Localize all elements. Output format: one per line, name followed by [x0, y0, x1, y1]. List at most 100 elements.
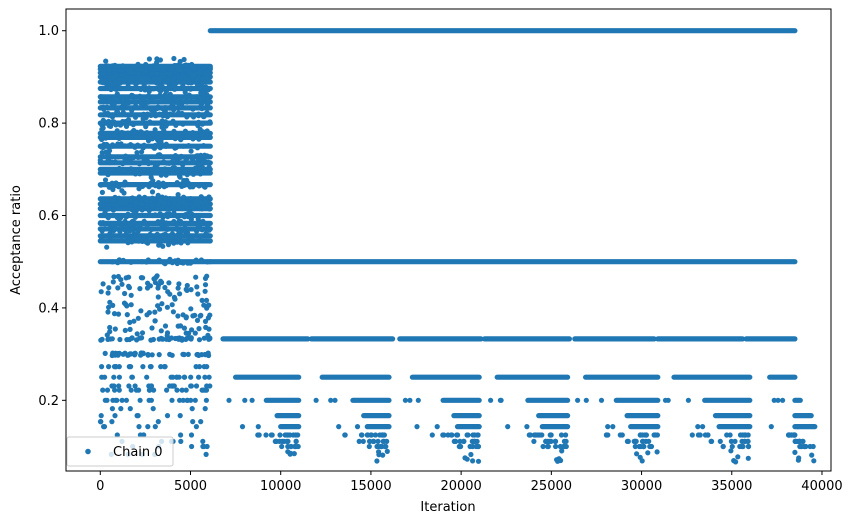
data-point: [109, 159, 115, 165]
data-point: [647, 443, 653, 450]
data-point: [170, 170, 176, 176]
data-point: [144, 374, 150, 380]
data-point: [122, 101, 128, 107]
plot-frame: [65, 8, 832, 472]
data-point: [199, 387, 205, 393]
data-point: [732, 438, 738, 444]
data-point: [147, 364, 153, 370]
data-point: [255, 424, 261, 430]
data-point: [553, 443, 559, 450]
data-point: [189, 406, 195, 412]
data-point: [200, 443, 206, 450]
data-point: [118, 68, 124, 74]
data-point: [293, 443, 299, 450]
data-point: [159, 218, 165, 224]
data-point: [263, 432, 269, 438]
data-point: [796, 438, 803, 444]
data-point: [140, 364, 146, 370]
data-point: [544, 438, 551, 444]
data-point: [188, 432, 195, 438]
data-point: [105, 290, 111, 296]
data-point: [205, 350, 211, 356]
data-point: [169, 234, 175, 240]
data-point: [110, 207, 116, 213]
data-point: [148, 65, 154, 71]
data-point: [720, 443, 726, 450]
data-point: [448, 432, 454, 438]
data-point: [190, 171, 196, 177]
data-point: [148, 383, 154, 389]
data-point: [122, 179, 128, 185]
y-tick-label: 0.2: [38, 394, 59, 409]
data-point: [414, 424, 420, 430]
data-point: [199, 297, 205, 303]
data-point: [700, 424, 706, 430]
data-point: [367, 438, 373, 444]
data-point: [164, 332, 170, 339]
data-point: [359, 432, 365, 438]
data-point: [102, 350, 108, 356]
data-point: [113, 122, 119, 128]
data-point: [188, 235, 194, 241]
data-point: [204, 128, 210, 134]
data-point: [181, 325, 187, 331]
data-point: [171, 218, 177, 225]
data-point: [177, 58, 183, 65]
data-point: [190, 130, 196, 136]
data-point: [368, 432, 375, 438]
data-point: [185, 335, 191, 341]
data-point: [544, 443, 551, 450]
data-point: [154, 167, 160, 173]
data-point: [134, 80, 140, 86]
data-point: [185, 351, 191, 357]
data-point: [249, 397, 255, 403]
data-point: [795, 424, 801, 430]
data-point: [256, 432, 262, 438]
data-point: [138, 308, 144, 314]
data-point: [164, 304, 170, 310]
data-point: [381, 432, 387, 438]
data-point: [175, 313, 181, 319]
data-point: [199, 131, 205, 137]
data-point: [239, 424, 246, 430]
data-point: [175, 110, 182, 116]
data-point: [194, 284, 200, 290]
data-point: [180, 72, 186, 79]
data-point: [468, 451, 474, 458]
data-point: [103, 58, 109, 64]
data-point: [640, 438, 646, 444]
data-point: [149, 195, 155, 201]
data-point: [172, 296, 178, 302]
data-point: [107, 324, 113, 331]
data-point: [100, 79, 106, 86]
data-point: [143, 221, 149, 227]
data-point: [645, 450, 651, 456]
data-point: [124, 197, 130, 203]
data-point: [553, 438, 559, 444]
data-point: [180, 143, 186, 149]
data-point: [139, 67, 145, 73]
data-point: [115, 154, 121, 160]
y-tick-label: 0.8: [38, 117, 59, 132]
data-point: [102, 210, 108, 216]
data-point: [207, 238, 213, 244]
data-point: [113, 364, 119, 370]
data-point: [144, 312, 150, 318]
data-point: [131, 318, 137, 324]
data-point: [130, 227, 136, 234]
data-point: [107, 80, 113, 86]
data-point: [106, 304, 112, 310]
data-point: [780, 397, 786, 403]
data-point: [652, 432, 659, 438]
data-point: [181, 351, 187, 358]
data-point: [170, 309, 176, 315]
data-point: [689, 432, 695, 438]
data-point: [524, 424, 530, 430]
data-point: [152, 212, 158, 218]
data-point: [104, 244, 110, 250]
data-point: [136, 424, 142, 430]
data-point: [811, 458, 817, 464]
data-point: [140, 116, 146, 122]
data-point: [114, 432, 120, 438]
